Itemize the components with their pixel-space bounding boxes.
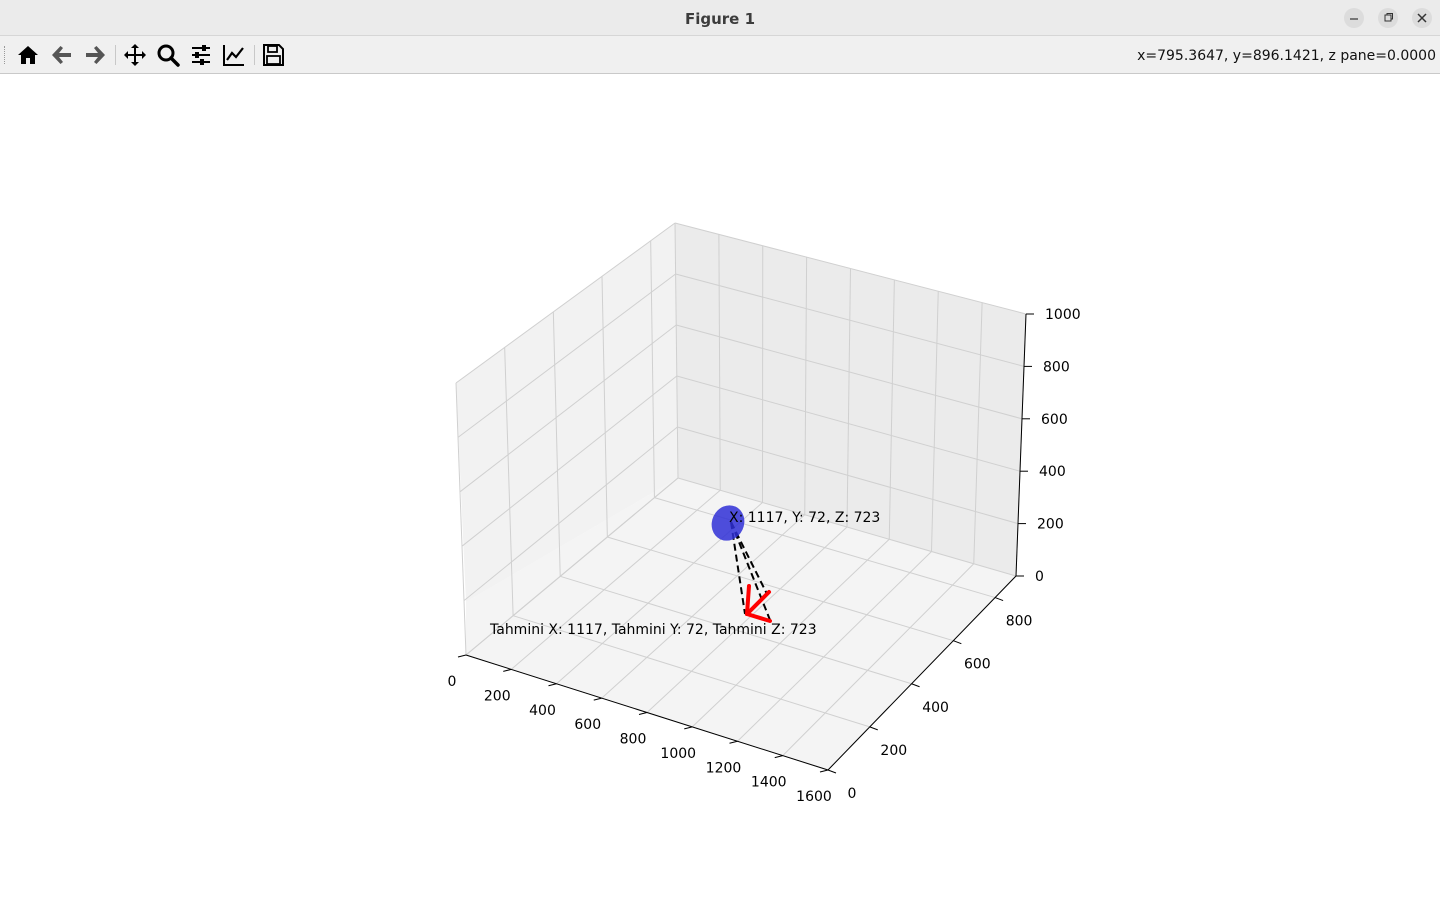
x-tick [684, 727, 692, 729]
x-tick-label: 1000 [660, 746, 696, 762]
toolbar-separator [115, 45, 116, 65]
x-tick-label: 400 [529, 703, 556, 719]
z-tick-label: 600 [1041, 412, 1068, 428]
x-tick [503, 669, 511, 671]
home-button[interactable] [13, 40, 43, 70]
y-tick [870, 727, 878, 730]
x-tick [639, 713, 647, 715]
forward-arrow-icon [83, 43, 107, 67]
close-icon [1412, 8, 1432, 28]
y-tick [828, 770, 836, 773]
y-tick [953, 641, 961, 644]
z-tick-label: 0 [1035, 569, 1044, 585]
navigation-toolbar: x=795.3647, y=896.1421, z pane=0.0000 [0, 36, 1440, 74]
configure-subplots-icon [189, 43, 213, 67]
edit-axis-button[interactable] [219, 40, 249, 70]
cursor-coordinates: x=795.3647, y=896.1421, z pane=0.0000 [1137, 48, 1436, 64]
restore-icon [1378, 8, 1398, 28]
x-tick-label: 600 [574, 717, 601, 733]
window-titlebar: Figure 1 [0, 0, 1440, 36]
close-button[interactable] [1412, 8, 1432, 28]
figure-canvas[interactable]: 0 200 400 600 800 1000 1200 1400 1600 0 200 400 600 8… [0, 75, 1440, 900]
y-tick-label: 400 [922, 700, 949, 716]
save-figure-icon [261, 43, 285, 67]
edit-axis-icon [222, 43, 246, 67]
toolbar-separator [254, 45, 255, 65]
x-tick [730, 741, 738, 743]
window-title: Figure 1 [0, 10, 1440, 28]
home-icon [16, 43, 40, 67]
z-tick-label: 1000 [1045, 307, 1081, 323]
y-tick-label: 800 [1006, 614, 1033, 630]
save-button[interactable] [258, 40, 288, 70]
x-tick-label: 800 [620, 732, 647, 748]
x-tick [594, 698, 602, 700]
x-tick-label: 0 [448, 674, 457, 690]
minimize-button[interactable] [1344, 8, 1364, 28]
zoom-button[interactable] [153, 40, 183, 70]
x-tick-label: 200 [484, 688, 511, 704]
z-tick-label: 200 [1037, 517, 1064, 533]
annotation-estimated: Tahmini X: 1117, Tahmini Y: 72, Tahmini … [489, 622, 817, 638]
x-tick [458, 655, 466, 657]
y-tick-label: 0 [848, 786, 857, 802]
z-tick-label: 400 [1039, 464, 1066, 480]
3d-axes[interactable]: 0 200 400 600 800 1000 1200 1400 1600 0 200 400 600 8… [0, 75, 1440, 900]
x-tick [820, 770, 828, 772]
pan-button[interactable] [120, 40, 150, 70]
maximize-button[interactable] [1378, 8, 1398, 28]
forward-button[interactable] [80, 40, 110, 70]
toolbar-grip[interactable] [4, 46, 8, 64]
z-tick-label: 800 [1043, 359, 1070, 375]
x-tick [549, 684, 557, 686]
back-button[interactable] [47, 40, 77, 70]
annotation-measured: X: 1117, Y: 72, Z: 723 [729, 510, 880, 526]
x-tick-label: 1400 [751, 775, 787, 791]
zoom-magnifier-icon [156, 43, 180, 67]
pan-move-icon [123, 43, 147, 67]
configure-subplots-button[interactable] [186, 40, 216, 70]
y-tick-label: 200 [880, 743, 907, 759]
x-tick [775, 756, 783, 758]
x-tick-label: 1200 [706, 760, 742, 776]
back-arrow-icon [50, 43, 74, 67]
y-tick [912, 684, 920, 687]
y-tick [995, 598, 1003, 601]
x-tick-label: 1600 [796, 789, 832, 805]
y-tick-label: 600 [964, 657, 991, 673]
minimize-icon [1344, 8, 1364, 28]
